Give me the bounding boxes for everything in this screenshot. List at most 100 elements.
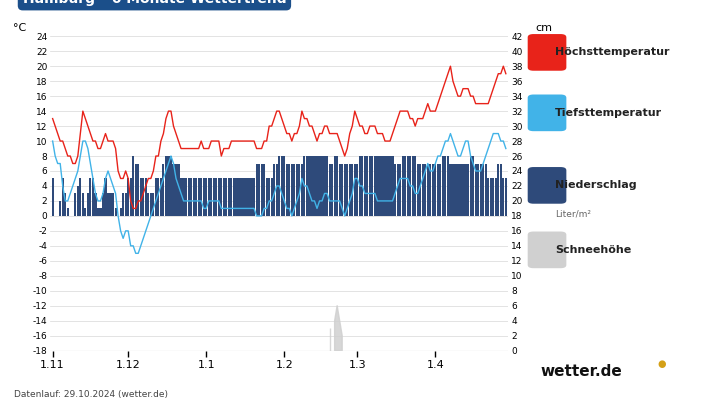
Bar (105, 179, 107, 216)
Bar (107, 193, 109, 216)
Bar (399, 164, 401, 216)
Bar (183, 179, 185, 216)
Bar (377, 156, 379, 216)
Bar (175, 164, 177, 216)
Bar (505, 179, 507, 216)
Bar (284, 156, 286, 216)
Bar (173, 164, 175, 216)
Bar (137, 164, 140, 216)
Text: ●: ● (657, 359, 666, 369)
Bar (289, 164, 291, 216)
Bar (276, 164, 278, 216)
Bar (354, 164, 356, 216)
Bar (475, 164, 477, 216)
Bar (485, 164, 487, 216)
Bar (155, 179, 157, 216)
Bar (379, 156, 381, 216)
Bar (477, 164, 479, 216)
Bar (480, 164, 482, 216)
Bar (74, 193, 77, 216)
Bar (492, 179, 494, 216)
Bar (502, 179, 504, 216)
Bar (115, 208, 117, 216)
Bar (482, 164, 484, 216)
Bar (384, 156, 386, 216)
Bar (140, 179, 142, 216)
Bar (59, 201, 62, 216)
Text: °C: °C (14, 23, 26, 33)
Bar (122, 193, 124, 216)
Text: Niederschlag: Niederschlag (555, 181, 637, 190)
Bar (321, 156, 323, 216)
Bar (188, 179, 190, 216)
Bar (248, 179, 250, 216)
Bar (442, 156, 444, 216)
Bar (435, 164, 437, 216)
Bar (228, 179, 230, 216)
Bar (326, 156, 328, 216)
Bar (125, 193, 127, 216)
Bar (218, 179, 220, 216)
Bar (369, 156, 371, 216)
Bar (79, 179, 82, 216)
Bar (311, 156, 313, 216)
Bar (394, 164, 396, 216)
Bar (437, 164, 439, 216)
Bar (357, 164, 359, 216)
Bar (329, 164, 331, 216)
Bar (382, 156, 384, 216)
Bar (213, 179, 215, 216)
Bar (208, 179, 210, 216)
Bar (185, 179, 187, 216)
Bar (294, 164, 296, 216)
Bar (334, 156, 336, 216)
Bar (271, 179, 273, 216)
Bar (409, 156, 411, 216)
Bar (364, 156, 366, 216)
Bar (397, 164, 399, 216)
Bar (64, 193, 67, 216)
Bar (238, 179, 240, 216)
Bar (268, 179, 270, 216)
Bar (447, 156, 449, 216)
Bar (165, 156, 167, 216)
Bar (190, 179, 192, 216)
Bar (362, 156, 364, 216)
Bar (316, 156, 318, 216)
Bar (351, 164, 353, 216)
Bar (168, 156, 170, 216)
Bar (67, 208, 69, 216)
Bar (279, 156, 280, 216)
Bar (193, 179, 195, 216)
Bar (52, 179, 54, 216)
Bar (142, 179, 145, 216)
Bar (251, 179, 253, 216)
Bar (243, 179, 245, 216)
Bar (261, 164, 263, 216)
Bar (414, 156, 416, 216)
Bar (304, 156, 306, 216)
Bar (455, 164, 457, 216)
Bar (112, 193, 114, 216)
Bar (82, 193, 84, 216)
Bar (102, 193, 104, 216)
Bar (150, 193, 152, 216)
Bar (203, 179, 205, 216)
Text: Liter/m²: Liter/m² (555, 210, 591, 219)
Bar (195, 179, 197, 216)
Bar (407, 156, 409, 216)
Bar (445, 156, 447, 216)
Bar (153, 193, 155, 216)
Bar (77, 186, 79, 216)
Bar (367, 156, 369, 216)
Bar (465, 164, 467, 216)
Bar (95, 193, 97, 216)
Bar (291, 164, 293, 216)
Bar (170, 156, 172, 216)
Bar (389, 156, 391, 216)
Text: Schneehöhe: Schneehöhe (555, 245, 631, 255)
Bar (331, 164, 333, 216)
Bar (286, 164, 288, 216)
Bar (490, 179, 492, 216)
Bar (301, 164, 303, 216)
